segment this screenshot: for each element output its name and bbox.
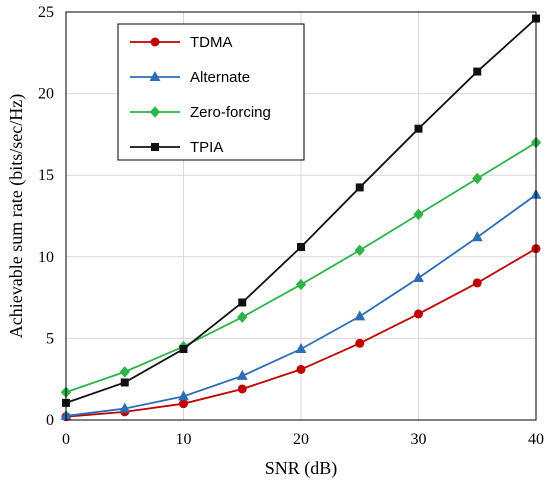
x-axis-title: SNR (dB) xyxy=(265,458,338,479)
data-point-tdma xyxy=(355,338,365,348)
data-point-tpia xyxy=(414,124,423,133)
data-point-tpia xyxy=(297,243,305,252)
data-point-zero-forcing xyxy=(354,244,365,257)
legend-marker xyxy=(150,37,160,47)
data-point-zero-forcing xyxy=(295,278,307,291)
data-point-zero-forcing xyxy=(119,366,130,378)
plot-frame xyxy=(65,11,537,421)
data-point-alternate xyxy=(413,271,424,283)
data-point-alternate xyxy=(471,231,483,242)
data-point-tpia xyxy=(179,345,188,354)
series-layer xyxy=(60,14,542,422)
x-tick-label: 20 xyxy=(293,431,309,448)
legend-marker xyxy=(151,143,159,151)
legend-marker xyxy=(149,70,161,81)
legend-item-tdma: TDMA xyxy=(130,34,233,51)
x-tick-label: 0 xyxy=(62,431,70,448)
x-tick-label: 30 xyxy=(411,431,427,448)
y-tick-label: 0 xyxy=(46,412,54,429)
legend-item-zero-forcing: Zero-forcing xyxy=(130,104,271,121)
data-point-alternate xyxy=(236,369,248,380)
y-tick-label: 10 xyxy=(38,249,54,266)
x-axis-ticks: 0 10 20 30 40 xyxy=(62,431,544,448)
data-point-zero-forcing xyxy=(237,311,248,323)
data-point-zero-forcing xyxy=(472,172,483,185)
data-point-tpia xyxy=(120,378,129,387)
data-point-alternate xyxy=(119,402,131,413)
data-point-zero-forcing xyxy=(413,208,424,221)
legend-label: Alternate xyxy=(190,69,250,86)
legend-label: TDMA xyxy=(190,34,233,51)
data-point-tdma xyxy=(472,278,482,288)
data-point-alternate xyxy=(178,390,189,401)
legend: TDMA Alternate Zero-forcing TPIA xyxy=(117,23,305,161)
y-tick-label: 5 xyxy=(46,330,54,347)
y-tick-label: 20 xyxy=(38,86,54,103)
data-point-alternate xyxy=(295,342,307,354)
legend-label: Zero-forcing xyxy=(190,104,271,121)
data-point-tdma xyxy=(179,399,188,409)
x-tick-label: 10 xyxy=(176,431,192,448)
series-zero-forcing xyxy=(60,136,542,399)
data-point-tdma xyxy=(237,384,247,394)
data-point-tpia xyxy=(238,298,247,307)
legend-item-tpia: TPIA xyxy=(130,139,223,156)
y-axis-title: Achievable sum rate (bits/sec/Hz) xyxy=(6,94,27,338)
legend-box xyxy=(117,23,305,161)
y-tick-label: 15 xyxy=(38,167,54,184)
data-point-tdma xyxy=(296,364,306,374)
data-point-alternate xyxy=(354,310,366,321)
data-point-tpia xyxy=(473,67,482,76)
data-point-tpia xyxy=(355,183,364,192)
legend-marker xyxy=(149,106,161,118)
y-axis-ticks: 0 5 10 15 20 25 xyxy=(38,4,54,429)
y-tick-label: 25 xyxy=(38,4,54,21)
data-point-tdma xyxy=(414,309,423,319)
legend-label: TPIA xyxy=(190,139,223,156)
x-tick-label: 40 xyxy=(528,431,544,448)
legend-item-alternate: Alternate xyxy=(130,69,250,86)
